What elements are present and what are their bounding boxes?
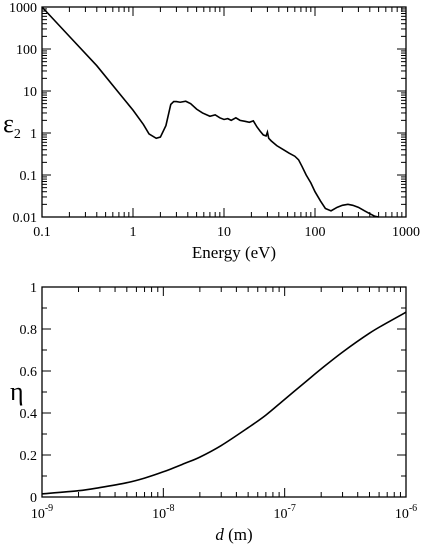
x-tick-label: 10-7 <box>273 503 295 522</box>
x-tick-label: 10 <box>217 225 231 240</box>
y-tick-label: 100 <box>16 43 37 58</box>
plot-frame-top <box>41 6 407 218</box>
y-tick-label: 0.2 <box>20 449 38 464</box>
y-axis-label-top: ε2 <box>3 109 21 142</box>
x-axis-label-bottom: d (m) <box>215 525 252 544</box>
ticks-top <box>41 6 407 218</box>
series-line-eta <box>41 311 407 495</box>
x-tick-label: 100 <box>305 225 326 240</box>
y-tick-label: 0.6 <box>20 365 38 380</box>
y-tick-labels-top: 0.01 0.1 1 10 100 1000 <box>9 1 37 226</box>
x-tick-label: 10-9 <box>31 503 53 522</box>
x-tick-label: 1 <box>130 225 137 240</box>
x-tick-label: 1000 <box>392 225 420 240</box>
chart-eta-vs-d: 10-9 10-8 10-7 10-6 0 0.2 0.4 0.6 0.8 1 d (m) η <box>10 281 417 544</box>
y-tick-labels-bottom: 0 0.2 0.4 0.6 0.8 1 <box>20 281 38 506</box>
y-tick-label: 10 <box>23 85 37 100</box>
y-tick-label: 0.8 <box>20 323 38 338</box>
y-tick-label: 1 <box>30 281 37 296</box>
series-line-eps2 <box>41 6 379 218</box>
y-tick-label: 1 <box>30 127 37 142</box>
y-tick-label: 0.1 <box>20 169 38 184</box>
y-axis-label-bottom: η <box>10 377 24 406</box>
x-tick-label: 10-6 <box>395 503 417 522</box>
x-tick-label: 0.1 <box>33 225 51 240</box>
plot-frame-bottom <box>41 286 407 498</box>
y-tick-label: 1000 <box>9 1 37 16</box>
x-tick-labels-top: 0.1 1 10 100 1000 <box>33 225 420 240</box>
y-tick-label: 0.01 <box>13 211 38 226</box>
y-tick-label: 0 <box>30 491 37 506</box>
x-tick-label: 10-8 <box>152 503 174 522</box>
ticks-bottom <box>41 286 407 498</box>
x-axis-label-top: Energy (eV) <box>192 243 276 262</box>
x-tick-labels-bottom: 10-9 10-8 10-7 10-6 <box>31 503 417 522</box>
y-tick-label: 0.4 <box>20 407 38 422</box>
